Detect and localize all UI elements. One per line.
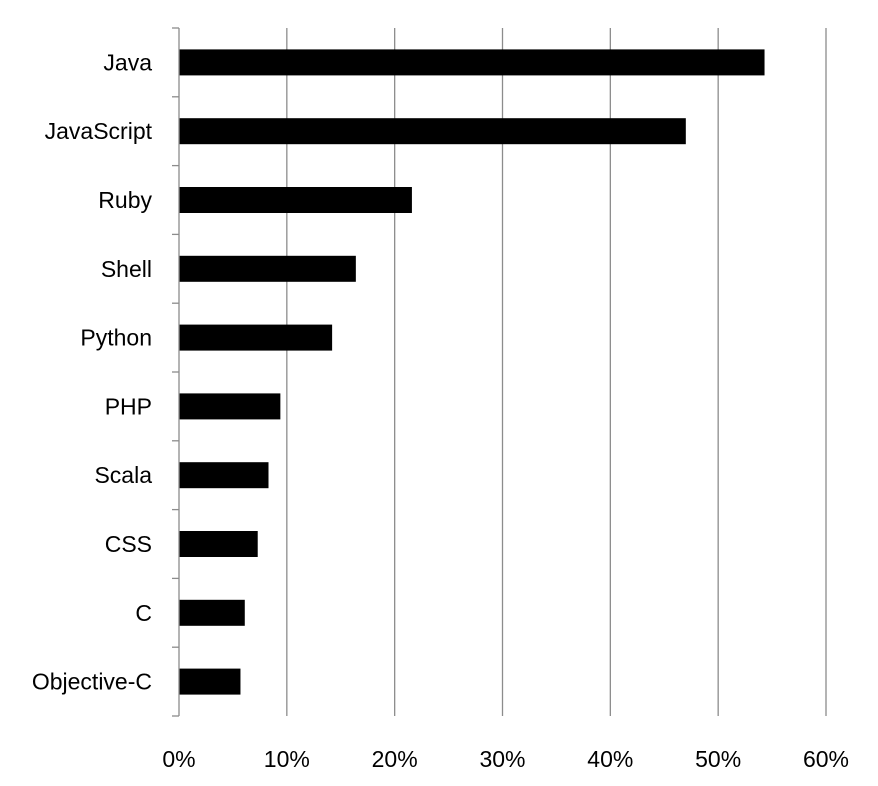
bar-ruby	[179, 187, 412, 213]
x-tick-label: 10%	[264, 746, 310, 772]
bar-php	[179, 393, 281, 420]
x-tick-labels: 0% 10% 20% 30% 40% 50% 60%	[162, 746, 849, 772]
category-label: Ruby	[98, 187, 152, 213]
bar-java	[179, 49, 765, 76]
bar-javascript	[179, 118, 686, 145]
bar-shell	[179, 255, 356, 282]
category-label: Shell	[101, 256, 152, 282]
x-tick-label: 30%	[479, 746, 525, 772]
x-tick-label: 0%	[162, 746, 195, 772]
category-label: C	[135, 600, 152, 626]
x-tick-label: 60%	[803, 746, 849, 772]
bar-c	[179, 599, 245, 626]
bar-css	[179, 531, 258, 557]
x-tick-label: 40%	[587, 746, 633, 772]
category-labels: Java JavaScript Ruby Shell Python PHP Scala CSS…	[32, 49, 153, 694]
bar-python	[179, 324, 333, 351]
bar-objective-c	[179, 668, 241, 695]
category-label: Objective-C	[32, 669, 152, 695]
category-label: CSS	[105, 531, 152, 557]
category-label: JavaScript	[45, 118, 153, 144]
y-axis	[172, 27, 180, 717]
bar-scala	[179, 462, 269, 489]
category-label: Java	[103, 49, 152, 75]
x-tick-label: 50%	[695, 746, 741, 772]
bars	[179, 49, 765, 695]
x-tick-label: 20%	[372, 746, 418, 772]
category-label: Python	[80, 325, 152, 351]
category-label: PHP	[105, 393, 152, 419]
category-label: Scala	[94, 462, 152, 488]
